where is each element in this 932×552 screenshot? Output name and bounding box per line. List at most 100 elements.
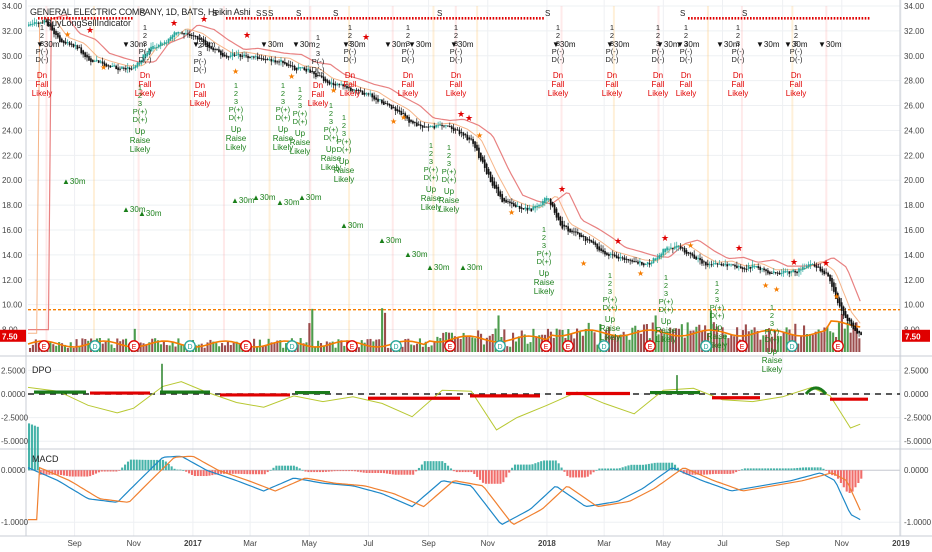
- candle-body: [507, 201, 509, 203]
- macd-histogram-bar: [700, 470, 703, 475]
- price-tick-label-left: 26.00: [2, 102, 23, 111]
- signal-count: 2: [454, 31, 458, 40]
- earnings-marker[interactable]: E: [444, 340, 456, 352]
- signal-count: 2: [406, 31, 410, 40]
- volume-bar: [826, 326, 829, 352]
- top-signal-tick: [312, 17, 315, 20]
- buy-star: ★: [508, 208, 515, 217]
- macd-histogram-bar: [490, 470, 493, 484]
- volume-bar: [686, 322, 689, 352]
- macd-histogram-bar: [161, 459, 164, 471]
- macd-histogram-bar: [691, 470, 694, 475]
- dividend-marker[interactable]: D: [184, 340, 196, 352]
- candle-body: [623, 257, 626, 260]
- dn-fall-likely-label: Fall: [139, 80, 152, 89]
- candle-body: [439, 124, 441, 126]
- candle-body: [379, 99, 381, 101]
- top-signal-tick: [802, 17, 805, 20]
- volume-bar: [610, 336, 614, 352]
- candle-body: [187, 33, 189, 35]
- macd-histogram-bar: [417, 467, 421, 471]
- top-signal-tick: [784, 17, 786, 20]
- candle-body: [565, 225, 568, 227]
- top-signal-tick: [300, 17, 302, 20]
- sell-star: ★: [200, 14, 208, 24]
- signal-count: 1: [348, 23, 352, 32]
- candle-body: [807, 264, 810, 268]
- macd-histogram-bar: [318, 470, 322, 473]
- event-highlight: [825, 6, 828, 342]
- macd-histogram-bar: [307, 470, 310, 473]
- volume-bar: [142, 343, 145, 352]
- event-highlight: [476, 6, 479, 342]
- earnings-marker[interactable]: E: [38, 340, 50, 352]
- indicator-label[interactable]: BuyLongSellIndicator: [46, 18, 132, 28]
- dn-fall-likely-label: Dn: [195, 81, 205, 90]
- earnings-marker[interactable]: E: [736, 340, 748, 352]
- top-signal-tick: [331, 17, 333, 20]
- up-raise-likely-label: Raise: [273, 134, 294, 143]
- candle-body: [625, 258, 628, 260]
- top-signal-tick: [38, 17, 40, 20]
- dividend-marker[interactable]: D: [700, 340, 712, 352]
- macd-histogram-bar: [566, 470, 569, 477]
- dn-fall-likely-label: Fall: [606, 80, 619, 89]
- up-raise-likely-label: Likely: [600, 333, 620, 342]
- earnings-marker[interactable]: E: [128, 340, 140, 352]
- earnings-marker[interactable]: E: [540, 340, 552, 352]
- candle-body: [613, 254, 616, 257]
- earnings-marker[interactable]: E: [644, 340, 656, 352]
- timeframe-down-marker: ▼30m: [716, 40, 740, 49]
- macd-histogram-bar: [388, 470, 391, 475]
- candle-body: [836, 293, 839, 304]
- macd-histogram-bar: [356, 470, 359, 472]
- volume-bar: [308, 323, 311, 352]
- volume-bar: [837, 322, 841, 352]
- macd-label[interactable]: MACD: [32, 454, 59, 464]
- signal-count: D(+): [133, 115, 148, 124]
- dividend-marker[interactable]: D: [390, 340, 402, 352]
- dividend-marker[interactable]: D: [786, 340, 798, 352]
- volume-bar: [433, 340, 436, 352]
- earnings-marker[interactable]: E: [346, 340, 358, 352]
- macd-histogram-bar: [513, 464, 517, 471]
- macd-histogram-bar: [851, 470, 854, 492]
- candle-body: [536, 205, 538, 208]
- sell-star: ★: [558, 184, 566, 194]
- candle-body: [241, 55, 244, 57]
- dividend-marker[interactable]: D: [286, 340, 298, 352]
- candle-body: [701, 259, 703, 264]
- signal-count: 1: [656, 23, 660, 32]
- dividend-marker[interactable]: D: [598, 340, 610, 352]
- signal-count: 2: [316, 41, 320, 50]
- volume-bar: [805, 333, 809, 352]
- dividend-marker[interactable]: D: [89, 340, 101, 352]
- earnings-marker[interactable]: E: [562, 340, 574, 352]
- event-circle: [644, 340, 656, 352]
- volume-bar: [174, 346, 177, 352]
- candle-body: [749, 267, 752, 269]
- candle-body: [427, 126, 430, 128]
- candle-body: [206, 42, 209, 48]
- dpo-label[interactable]: DPO: [32, 365, 52, 375]
- top-signal-tick: [59, 17, 62, 20]
- top-signal-tick: [247, 17, 250, 20]
- dividend-marker[interactable]: D: [494, 340, 506, 352]
- top-signal-tick: [412, 17, 414, 20]
- macd-histogram-bar: [374, 470, 377, 474]
- macd-histogram-bar: [679, 470, 682, 471]
- macd-histogram-bar: [473, 470, 476, 475]
- signal-count: 1: [329, 101, 333, 110]
- top-signal-tick: [309, 17, 312, 20]
- candle-body: [177, 32, 180, 34]
- earnings-marker[interactable]: E: [832, 340, 844, 352]
- current-price-badge-right[interactable]: 7.50: [902, 329, 930, 342]
- earnings-marker[interactable]: E: [240, 340, 252, 352]
- current-price-badge-left[interactable]: 7.50: [0, 329, 26, 342]
- volume-bar: [485, 337, 488, 352]
